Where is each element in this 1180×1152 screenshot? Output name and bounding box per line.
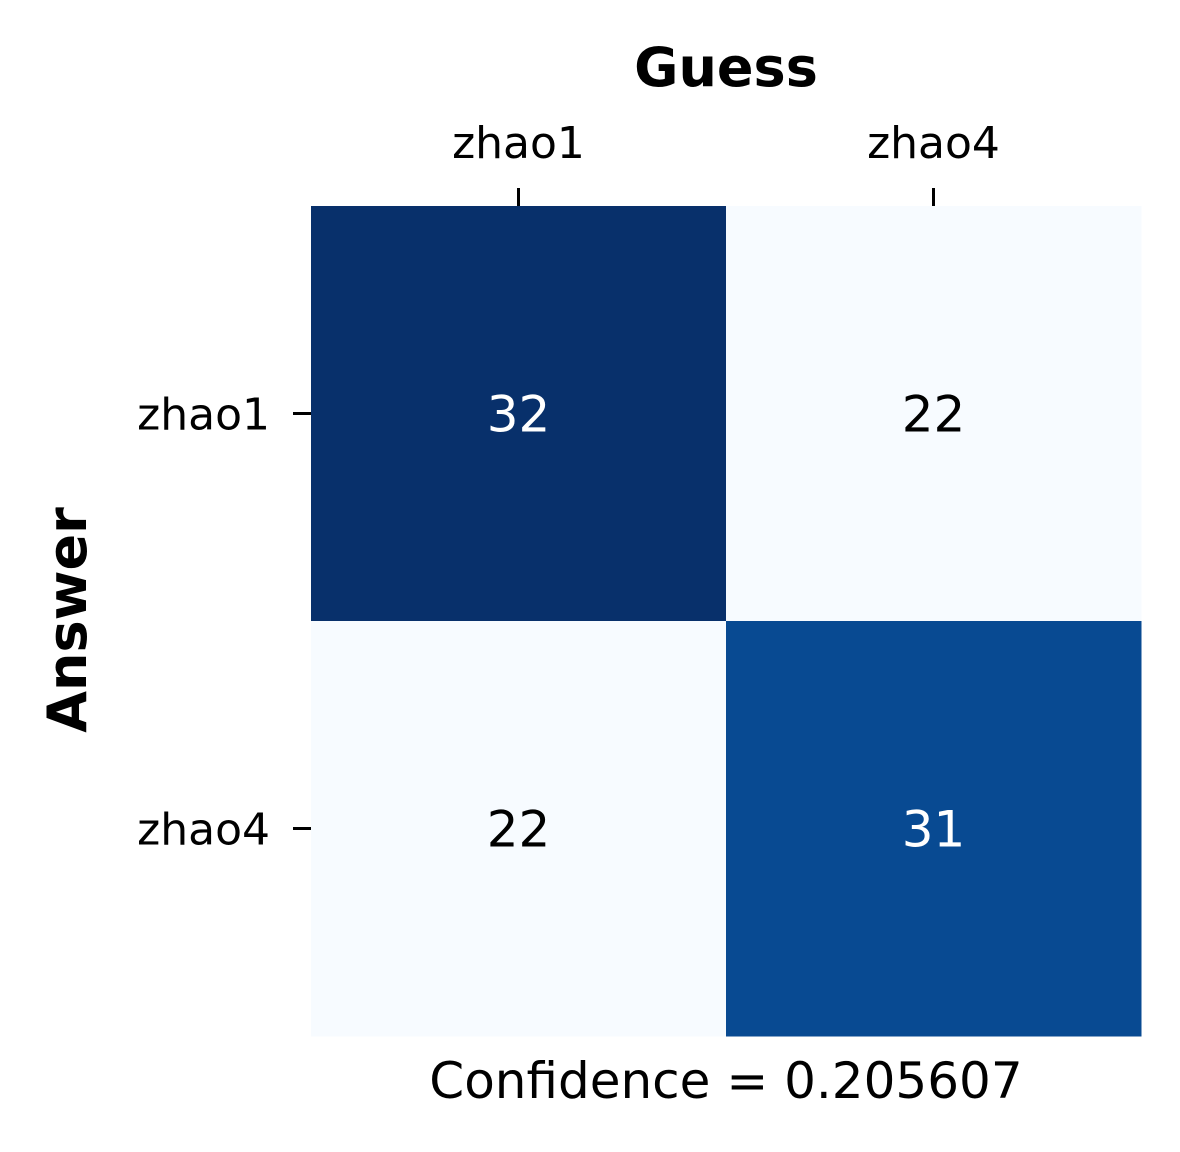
chart-caption: Confidence = 0.205607 [429,1052,1022,1110]
x-axis-title: Guess [634,36,818,99]
x-tick-label: zhao1 [452,118,585,169]
heatmap-cell-r1-c1 [726,621,1142,1037]
heatmap-cell-r0-c0 [311,206,727,622]
heatmap-cell-r0-c1 [726,206,1142,622]
y-tick-label: zhao4 [137,805,270,856]
y-axis-title: Answer [36,507,99,733]
axis-ticks: zhao1 zhao4 zhao1 zhao4 [137,118,1000,856]
heatmap-cells: 32 22 22 31 [311,206,1142,1037]
cell-value-label: 22 [487,801,551,859]
cell-value-label: 22 [902,386,966,444]
heatmap-cell-r1-c0 [311,621,727,1037]
x-tick-label: zhao4 [867,118,1000,169]
cell-value-label: 31 [902,801,966,859]
y-tick-label: zhao1 [137,390,270,441]
cell-value-label: 32 [487,386,551,444]
